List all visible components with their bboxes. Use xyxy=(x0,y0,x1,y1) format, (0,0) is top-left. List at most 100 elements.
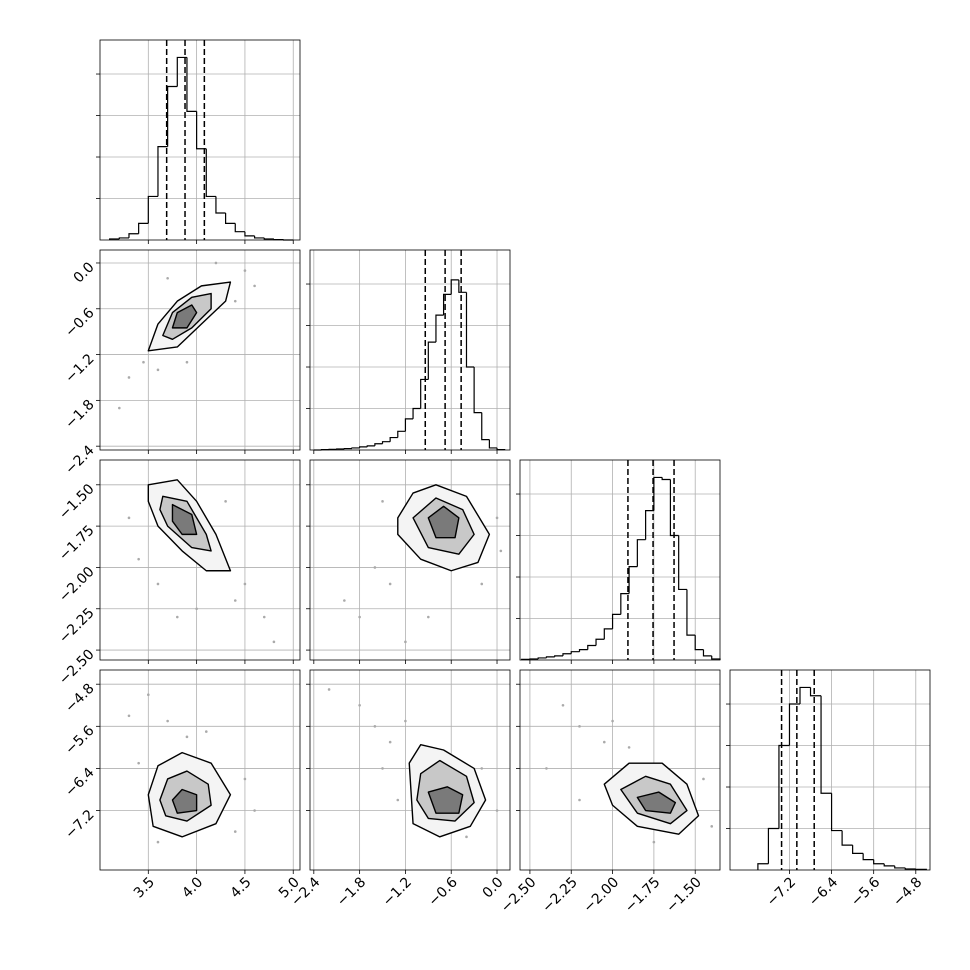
x-tick-label: 3.5 xyxy=(131,874,158,901)
sample-point xyxy=(156,368,160,372)
sample-point xyxy=(166,719,169,723)
histogram-bin xyxy=(420,378,429,409)
sample-point xyxy=(214,261,218,265)
histogram-bin xyxy=(587,644,597,650)
sample-point xyxy=(175,615,179,619)
histogram-bin xyxy=(678,535,687,591)
y-tick-label: −2.25 xyxy=(56,605,98,647)
x-tick-label: 0.0 xyxy=(480,874,507,901)
panel-frame xyxy=(99,249,301,451)
sample-point xyxy=(185,735,189,739)
sample-point xyxy=(253,809,256,812)
sample-point xyxy=(710,825,714,828)
histogram-bin xyxy=(196,111,207,150)
histogram-bin xyxy=(458,279,467,293)
y-tick-label: −7.2 xyxy=(62,807,97,842)
histogram-bin xyxy=(128,233,139,238)
histogram-bin xyxy=(620,593,630,615)
histogram-bin xyxy=(253,235,265,239)
histogram-bin xyxy=(554,655,563,657)
panel-frame xyxy=(729,669,931,871)
histogram-bin xyxy=(215,196,226,214)
histogram-bin xyxy=(595,638,605,646)
histogram-bin xyxy=(653,476,663,511)
panel-frame xyxy=(309,669,511,871)
histogram-bin xyxy=(167,85,178,147)
histogram-bin xyxy=(686,589,696,636)
histogram-bin xyxy=(442,293,452,316)
panel-frame xyxy=(309,249,511,451)
sample-point xyxy=(142,360,145,364)
histogram-bin xyxy=(862,853,874,861)
histogram-bin xyxy=(757,863,769,870)
sample-point xyxy=(388,740,392,744)
histogram-bin xyxy=(157,146,168,197)
x-tick-label: −2.50 xyxy=(498,874,540,916)
histogram-bin xyxy=(381,441,391,444)
y-tick-label: −0.6 xyxy=(62,305,97,340)
sample-point xyxy=(495,809,499,812)
sample-point xyxy=(358,615,361,619)
y-tick-label: −6.4 xyxy=(62,765,97,800)
histogram-bin xyxy=(628,566,638,594)
histogram-bin xyxy=(562,653,572,656)
histogram-bin xyxy=(694,635,704,651)
y-tick-label: −1.2 xyxy=(62,351,97,386)
y-tick-label: −2.50 xyxy=(56,646,98,688)
sample-point xyxy=(578,725,581,728)
x-tick-label: −1.8 xyxy=(334,874,369,909)
y-tick-label: −1.50 xyxy=(56,481,98,523)
sample-point xyxy=(545,767,548,770)
sample-point xyxy=(652,840,656,844)
histogram-bin xyxy=(788,703,800,746)
sample-point xyxy=(156,582,160,586)
histogram-bin xyxy=(389,436,398,442)
histogram-bin xyxy=(359,446,368,448)
sample-point xyxy=(243,777,247,781)
panel-frame xyxy=(309,459,511,661)
x-tick-label: −1.50 xyxy=(663,874,705,916)
sample-point xyxy=(262,615,266,619)
sample-point xyxy=(327,688,331,691)
histogram-bin xyxy=(450,279,459,295)
sample-point xyxy=(272,640,276,644)
histogram-bin xyxy=(578,649,588,652)
sample-point xyxy=(343,599,346,602)
histogram-bin xyxy=(263,237,274,240)
sample-point xyxy=(480,767,484,770)
histogram-bin xyxy=(404,418,414,432)
y-tick-label: −1.75 xyxy=(56,522,98,564)
histogram-bin xyxy=(465,292,475,368)
contour xyxy=(171,503,198,536)
sample-point xyxy=(137,557,140,561)
histogram-bin xyxy=(147,195,158,224)
sample-point xyxy=(465,835,468,839)
sample-point xyxy=(373,725,377,728)
histogram-bin xyxy=(820,695,832,794)
sample-point xyxy=(233,299,237,303)
sample-point xyxy=(427,615,430,619)
x-tick-label: −5.6 xyxy=(848,874,883,909)
histogram-bin xyxy=(841,830,853,846)
histogram-bin xyxy=(767,827,779,864)
histogram-bin xyxy=(570,651,580,654)
histogram-bin xyxy=(537,657,547,659)
histogram-bin xyxy=(799,686,811,705)
sample-point xyxy=(137,761,140,765)
panel-frame xyxy=(519,459,721,661)
histogram-bin xyxy=(176,56,187,87)
sample-point xyxy=(499,549,503,553)
x-tick-label: −1.2 xyxy=(380,874,415,909)
x-tick-label: 4.0 xyxy=(179,874,206,901)
histogram-bin xyxy=(611,613,621,629)
histogram-bin xyxy=(366,445,375,447)
sample-point xyxy=(627,746,631,749)
contour xyxy=(636,791,677,814)
sample-point xyxy=(243,582,247,586)
sample-point xyxy=(147,693,150,697)
histogram-bin xyxy=(186,57,197,112)
histogram-bin xyxy=(481,412,490,441)
histogram-bin xyxy=(603,628,613,640)
histogram-bin xyxy=(702,649,712,657)
